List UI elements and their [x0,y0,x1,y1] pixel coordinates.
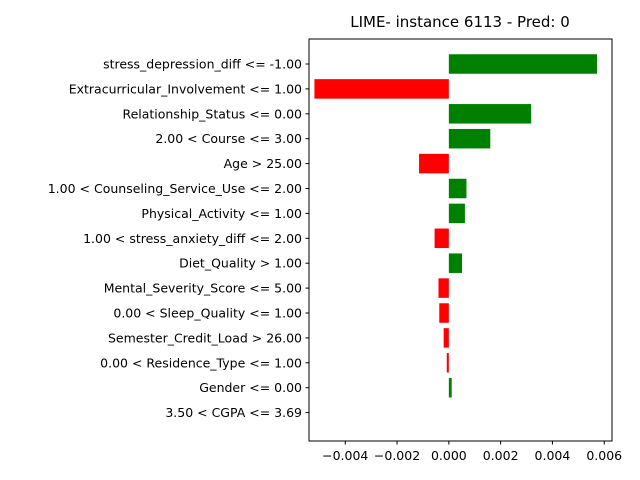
bar [434,228,449,249]
y-tick-label: stress_depression_diff <= -1.00 [103,57,302,72]
x-tick-label: 0.004 [535,448,571,463]
bar [448,104,532,124]
x-tick-label: 0.000 [431,448,467,463]
bar [439,303,449,323]
bar [448,203,465,224]
bar [443,328,449,348]
y-tick-label: 0.00 < Residence_Type <= 1.00 [100,355,302,370]
y-tick-label: Physical_Activity <= 1.00 [141,206,302,221]
y-tick-label: 1.00 < stress_anxiety_diff <= 2.00 [83,231,302,246]
bars-group [314,54,597,398]
y-tick-label: Relationship_Status <= 0.00 [122,106,302,121]
axes-frame [308,38,613,442]
x-tick-label: 0.002 [483,448,519,463]
bar [448,178,467,199]
y-axis-ticks: stress_depression_diff <= -1.00 Extracurr… [48,57,309,420]
y-tick-label: Diet_Quality > 1.00 [179,256,302,271]
x-tick-label: −0.004 [322,448,368,463]
y-tick-label: Age > 25.00 [224,156,302,171]
bar [314,79,449,99]
x-tick-label: 0.006 [586,448,622,463]
y-tick-label: Extracurricular_Involvement <= 1.00 [69,81,302,96]
y-tick-label: Gender <= 0.00 [199,380,302,395]
bar [438,278,449,298]
bar [448,253,463,273]
y-tick-label: 0.00 < Sleep_Quality <= 1.00 [113,306,302,321]
y-tick-label: 2.00 < Course <= 3.00 [155,131,302,146]
bar [446,353,449,373]
bar [448,128,491,149]
bar [419,153,449,174]
y-tick-label: 1.00 < Counseling_Service_Use <= 2.00 [48,181,302,196]
chart-title: LIME- instance 6113 - Pred: 0 [350,13,570,31]
y-tick-label: Mental_Severity_Score <= 5.00 [104,281,302,296]
x-axis-ticks: −0.004 −0.002 0.000 0.002 0.004 0.006 [322,441,622,463]
x-tick-label: −0.002 [374,448,420,463]
bar [448,377,452,398]
bar [448,54,597,74]
y-tick-label: Semester_Credit_Load > 26.00 [108,330,302,345]
y-tick-label: 3.50 < CGPA <= 3.69 [165,405,302,420]
